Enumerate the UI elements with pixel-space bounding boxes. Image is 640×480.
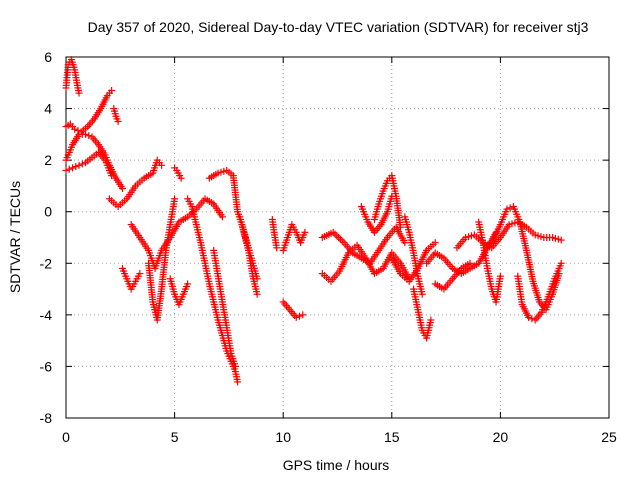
data-point [69, 164, 77, 172]
data-point [557, 236, 565, 244]
data-point [136, 270, 144, 278]
data-point [292, 313, 300, 321]
data-point [234, 378, 242, 386]
data-point [78, 160, 86, 168]
x-axis-label: GPS time / hours [283, 457, 390, 473]
data-point [301, 228, 309, 236]
data-point [71, 125, 79, 133]
y-tick-label: -4 [40, 307, 53, 323]
data-point [418, 290, 426, 298]
y-tick-label: 4 [44, 101, 52, 117]
data-point [184, 280, 192, 288]
data-point [108, 172, 116, 180]
x-tick-labels: 0 5 10 15 20 25 [62, 429, 617, 445]
data-point [82, 130, 90, 138]
data-point [496, 272, 504, 280]
data-point [525, 313, 533, 321]
x-tick-label: 25 [601, 429, 617, 445]
data-point [401, 239, 409, 247]
data-point [72, 163, 80, 171]
data-point [253, 290, 261, 298]
x-tick-label: 5 [171, 429, 179, 445]
data-point [503, 205, 511, 213]
data-point [75, 89, 83, 97]
plot-frame [65, 56, 610, 419]
data-point [65, 165, 73, 173]
data-point [299, 311, 307, 319]
x-tick-label: 20 [493, 429, 509, 445]
y-tick-labels: -8 -6 -4 -2 0 2 4 6 [40, 49, 53, 426]
data-point [85, 132, 93, 140]
data-point [528, 315, 536, 323]
data-point [62, 166, 70, 174]
data-point [108, 87, 116, 95]
chart-title: Day 357 of 2020, Sidereal Day-to-day VTE… [88, 19, 589, 35]
data-point [557, 259, 565, 267]
y-tick-label: 6 [44, 49, 52, 65]
data-point [506, 204, 514, 212]
data-point [466, 259, 474, 267]
data-point [171, 195, 179, 203]
data-point [273, 244, 281, 252]
data-point [427, 316, 435, 324]
data-point [114, 117, 122, 125]
y-tick-label: 0 [44, 204, 52, 220]
x-tick-label: 0 [62, 429, 70, 445]
data-point [75, 161, 83, 169]
data-markers [62, 56, 565, 386]
data-point [231, 362, 239, 370]
y-axis-label: SDTVAR / TECUs [7, 181, 23, 293]
data-point [295, 312, 303, 320]
axis-ticks [65, 56, 610, 419]
data-point [253, 275, 261, 283]
data-point [118, 185, 126, 193]
y-tick-label: 2 [44, 152, 52, 168]
y-tick-label: -6 [40, 358, 53, 374]
data-point [431, 239, 439, 247]
x-tick-label: 15 [384, 429, 400, 445]
data-point [218, 213, 226, 221]
data-point [396, 223, 404, 231]
y-tick-label: -2 [40, 255, 53, 271]
data-point [158, 161, 166, 169]
x-tick-label: 10 [275, 429, 291, 445]
y-tick-label: -8 [40, 410, 53, 426]
data-point [177, 174, 185, 182]
